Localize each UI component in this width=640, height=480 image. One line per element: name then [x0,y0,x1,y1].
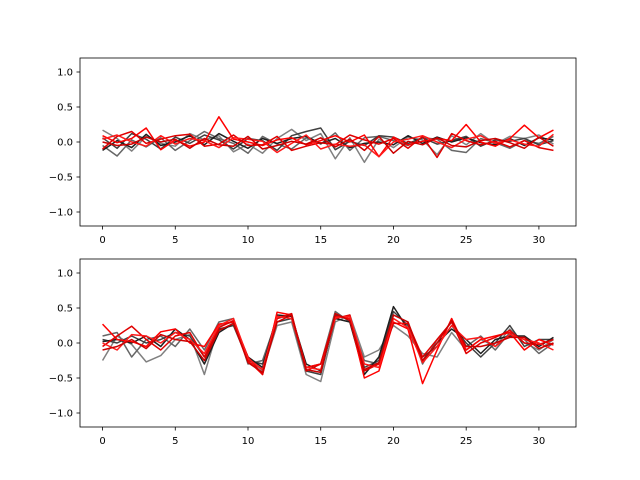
y-tick-label: 0.5 [57,103,73,114]
y-tick-label: −0.5 [49,173,73,184]
x-tick-label: 25 [460,235,473,246]
x-tick-label: 10 [242,436,255,447]
x-tick-label: 30 [533,436,546,447]
series-group [101,305,554,385]
x-tick-label: 5 [172,235,178,246]
x-tick-label: 0 [99,235,105,246]
x-tick-label: 15 [314,235,327,246]
y-tick-label: −0.5 [49,374,73,385]
x-tick-label: 0 [99,436,105,447]
x-tick-label: 15 [314,436,327,447]
y-tick-label: −1.0 [49,208,73,219]
top-subplot: 0 5 10 15 20 25 30 1.0 0.5 0.0 −0.5 −1.0 [49,57,577,246]
y-tick-label: 1.0 [57,68,73,79]
series-group [102,116,554,164]
y-tick-label: 0.0 [57,339,73,350]
series-line-8 [102,135,554,154]
x-tick-label: 20 [387,235,400,246]
y-tick-label: 1.0 [57,269,73,280]
series-line-6 [102,130,554,159]
y-tick-label: 0.0 [57,138,73,149]
bottom-subplot: 0 5 10 15 20 25 30 1.0 0.5 0.0 −0.5 −1.0 [49,258,577,447]
series-line-7 [102,133,554,158]
series-line-8 [102,312,554,374]
x-tick-label: 20 [387,436,400,447]
x-tick-label: 5 [172,436,178,447]
x-tick-label: 30 [533,235,546,246]
x-tick-label: 10 [242,235,255,246]
x-tick-label: 25 [460,436,473,447]
y-tick-label: −1.0 [49,409,73,420]
y-tick-label: 0.5 [57,304,73,315]
